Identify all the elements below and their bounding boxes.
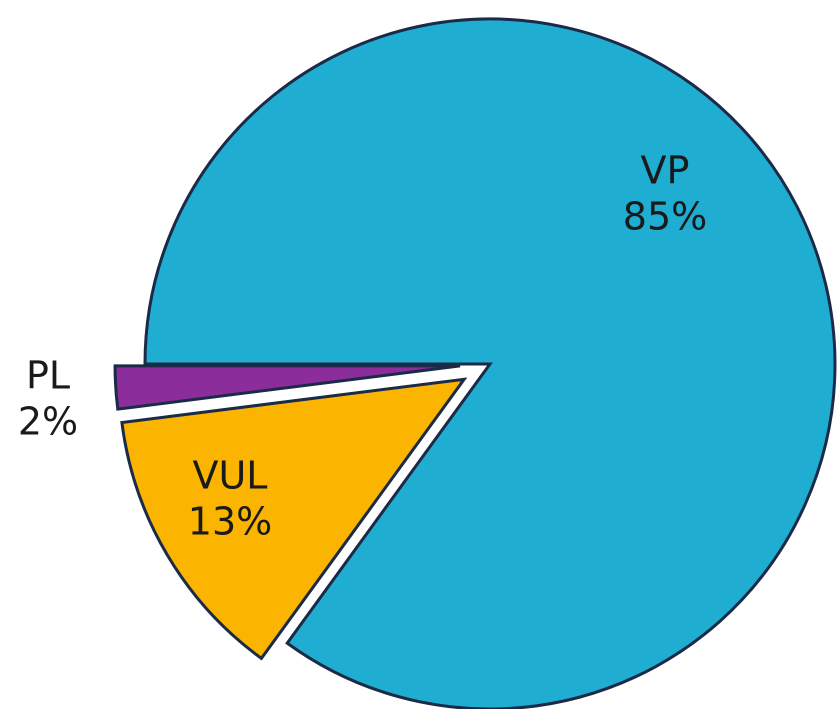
slice-value-label: 2% [18, 400, 78, 444]
slice-value-label: 85% [623, 195, 707, 239]
slice-value-label: 13% [188, 500, 272, 544]
pie-slice [143, 17, 837, 709]
pie-slice [113, 364, 461, 411]
slice-name: PL [26, 354, 70, 398]
slice-name: VP [641, 149, 690, 193]
slice-name: VUL [193, 454, 268, 498]
pie-slice [120, 377, 468, 661]
